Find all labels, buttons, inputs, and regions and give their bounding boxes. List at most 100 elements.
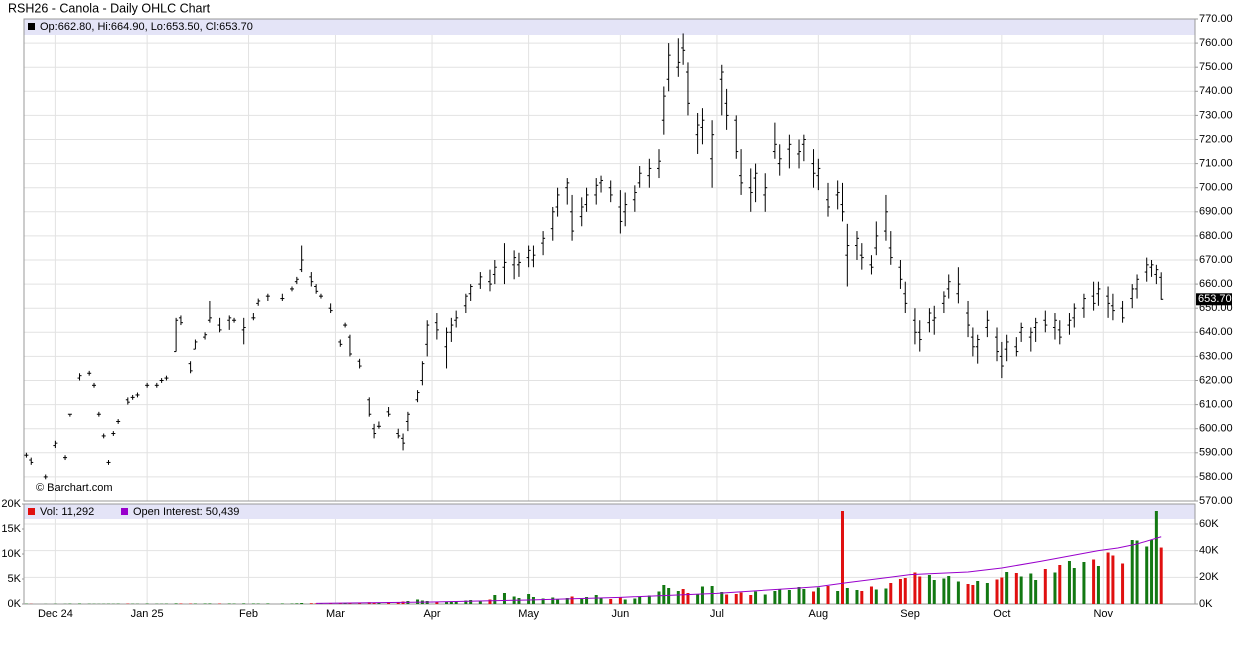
volume-bar — [869, 586, 873, 604]
volume-bar — [826, 586, 830, 604]
volume-bar — [749, 595, 753, 604]
volume-bar — [227, 603, 231, 604]
volume-bar — [449, 601, 453, 604]
volume-bar — [585, 597, 589, 604]
legend-swatch — [28, 508, 35, 515]
volume-bar — [377, 602, 381, 604]
volume-bar — [855, 590, 859, 604]
volume-bar — [1014, 573, 1018, 604]
volume-bar — [686, 593, 690, 604]
volume-bar — [1130, 540, 1134, 604]
volume-bar — [676, 591, 680, 604]
volume-bar — [657, 591, 661, 604]
y-tick-label: 640.00 — [1199, 326, 1233, 338]
y-tick-label: 750.00 — [1199, 61, 1233, 73]
volume-bar — [773, 591, 777, 604]
volume-bar — [956, 581, 960, 604]
x-tick-label: Mar — [326, 608, 345, 620]
volume-bar — [1096, 566, 1100, 604]
volume-bar — [845, 588, 849, 604]
volume-bar — [797, 587, 801, 604]
volume-bar — [1135, 540, 1139, 604]
volume-bar — [242, 603, 246, 604]
volume-bar — [903, 578, 907, 604]
volume-bar — [314, 603, 318, 604]
volume-bar — [1072, 568, 1076, 604]
volume-bar — [1043, 569, 1047, 604]
open-interest-line — [316, 536, 1162, 604]
volume-bar — [874, 589, 878, 604]
volume-bar — [918, 576, 922, 604]
legend-swatch — [28, 23, 35, 30]
volume-bar — [1000, 577, 1004, 604]
volume-bar — [778, 589, 782, 604]
volume-bar — [556, 599, 560, 604]
volume-bar — [1121, 563, 1125, 604]
volume-bar — [280, 603, 284, 604]
x-tick-label: Apr — [423, 608, 440, 620]
y-tick-label: 620.00 — [1199, 374, 1233, 386]
volume-bar — [309, 603, 313, 604]
volume-bar — [720, 592, 724, 604]
y-tick-label: 710.00 — [1199, 158, 1233, 170]
volume-bar — [836, 591, 840, 604]
volume-bar — [343, 603, 347, 604]
volume-tick-label: 15K — [1, 523, 21, 535]
volume-bar — [1082, 562, 1086, 604]
volume-bar — [541, 598, 545, 604]
volume-tick-label: 0K — [8, 598, 22, 610]
volume-bar — [179, 603, 183, 604]
volume-bar — [1154, 511, 1158, 604]
volume-bar — [681, 589, 685, 604]
volume-bar — [435, 601, 439, 604]
x-tick-label: Aug — [809, 608, 829, 620]
volume-bar — [174, 603, 178, 604]
volume-bar — [754, 591, 758, 604]
volume-bar — [387, 602, 391, 604]
volume-bar — [488, 599, 492, 604]
volume-bar — [469, 600, 473, 604]
volume-bar — [898, 579, 902, 604]
volume-bar — [787, 590, 791, 604]
volume-bar — [725, 594, 729, 604]
volume-bar — [1159, 547, 1163, 604]
volume-bar — [493, 595, 497, 604]
volume-bar — [927, 575, 931, 604]
volume-bar — [700, 586, 704, 604]
volume-bar — [1058, 565, 1062, 604]
volume-bar — [1111, 555, 1115, 604]
volume-bar — [913, 572, 917, 604]
volume-bar — [971, 585, 975, 604]
volume-bar — [565, 598, 569, 604]
y-tick-label: 580.00 — [1199, 471, 1233, 483]
volume-bar — [995, 579, 999, 604]
volume-bar — [1053, 572, 1057, 604]
legend-swatch — [121, 508, 128, 515]
volume-bar — [976, 581, 980, 604]
oi-tick-label: 20K — [1199, 571, 1219, 583]
volume-bar — [372, 602, 376, 604]
x-tick-label: Feb — [239, 608, 258, 620]
volume-bar — [445, 602, 449, 604]
legend-band — [24, 19, 1195, 35]
volume-bar — [662, 585, 666, 604]
y-tick-label: 590.00 — [1199, 447, 1233, 459]
volume-bar — [502, 593, 506, 604]
volume-bar — [696, 594, 700, 604]
y-tick-label: 740.00 — [1199, 85, 1233, 97]
volume-bar — [580, 599, 584, 604]
volume-bar — [295, 603, 299, 604]
volume-bar — [348, 603, 352, 604]
y-tick-label: 570.00 — [1199, 495, 1233, 507]
volume-bar — [208, 603, 212, 604]
x-tick-label: May — [518, 608, 539, 620]
volume-bar — [478, 601, 482, 604]
volume-bar — [1092, 559, 1096, 604]
volume-bar — [551, 597, 555, 604]
last-price-tag — [1196, 293, 1232, 306]
volume-bar — [1150, 540, 1154, 604]
volume-bar — [594, 595, 598, 604]
volume-bar — [78, 603, 82, 604]
x-tick-label: Dec 24 — [38, 608, 73, 620]
